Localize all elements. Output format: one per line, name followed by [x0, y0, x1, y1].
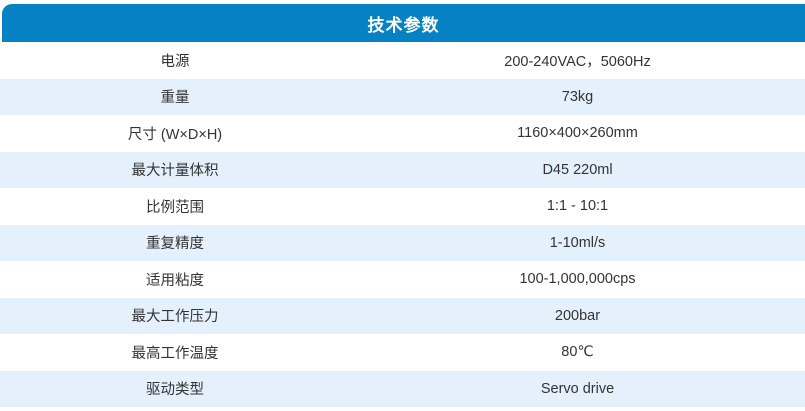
- table-row: 尺寸 (W×D×H) 1160×400×260mm: [0, 115, 805, 152]
- spec-label: 最高工作温度: [131, 345, 219, 362]
- spec-value: Servo drive: [540, 380, 615, 397]
- table-row: 最高工作温度 80℃: [0, 334, 805, 371]
- table-row: 重量 73kg: [0, 78, 805, 115]
- spec-value: 1-10ml/s: [549, 234, 606, 251]
- spec-value: 200-240VAC，5060Hz: [504, 53, 651, 70]
- spec-value: 1160×400×260mm: [517, 125, 638, 142]
- table-row: 电源 200-240VAC，5060Hz: [0, 42, 805, 79]
- spec-value: 200bar: [554, 307, 601, 324]
- spec-label: 适用粘度: [146, 272, 204, 289]
- spec-label: 重复精度: [146, 236, 204, 253]
- table-row: 比例范围 1:1 - 10:1: [0, 188, 805, 225]
- table-row: 最大工作压力 200bar: [0, 297, 805, 334]
- table-row: 最大计量体积 D45 220ml: [0, 151, 805, 188]
- spec-label: 驱动类型: [146, 382, 204, 399]
- spec-label: 比例范围: [146, 199, 204, 216]
- table-row: 适用粘度 100-1,000,000cps: [0, 261, 805, 298]
- table-header: 技术参数: [2, 4, 805, 42]
- spec-label: 最大计量体积: [131, 163, 219, 180]
- spec-label: 尺寸 (W×D×H): [127, 126, 223, 143]
- spec-label: 重量: [160, 90, 190, 107]
- spec-value: D45 220ml: [542, 161, 613, 178]
- table-title: 技术参数: [367, 15, 440, 35]
- spec-value: 100-1,000,000cps: [519, 271, 636, 288]
- spec-value: 1:1 - 10:1: [546, 198, 609, 215]
- spec-value: 80℃: [561, 344, 594, 361]
- table-row: 驱动类型 Servo drive: [0, 370, 805, 407]
- spec-label: 最大工作压力: [131, 309, 219, 326]
- spec-label: 电源: [160, 53, 190, 70]
- spec-table: 电源 200-240VAC，5060Hz 重量 73kg 尺寸 (W×D×H) …: [0, 42, 805, 407]
- table-row: 重复精度 1-10ml/s: [0, 224, 805, 261]
- spec-value: 73kg: [561, 88, 594, 105]
